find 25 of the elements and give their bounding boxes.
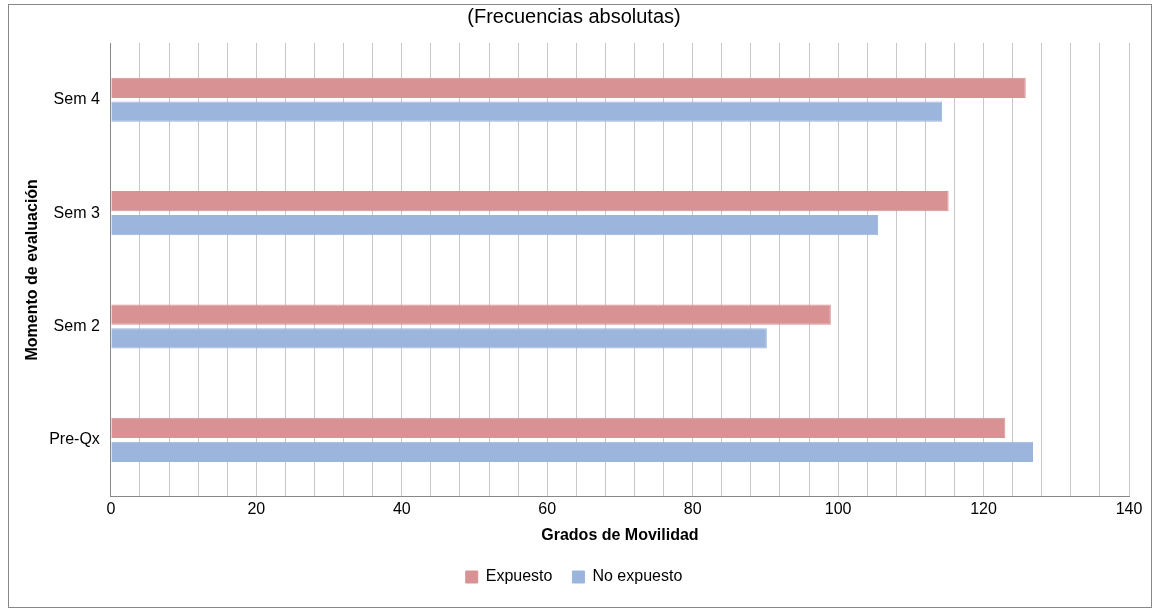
- x-tick-label: 140: [1115, 499, 1143, 517]
- y-tick-label: Sem 2: [53, 316, 100, 334]
- x-tick-label: 0: [106, 499, 116, 517]
- x-tick-label: 60: [538, 499, 557, 517]
- bar: [111, 77, 1026, 98]
- x-tick-label: 20: [247, 499, 266, 517]
- bar: [111, 417, 1006, 439]
- x-tick-label: 100: [824, 499, 852, 517]
- bar: [111, 441, 1034, 462]
- y-tick-label: Sem 3: [53, 203, 100, 221]
- y-axis-title: Momento de evaluación: [23, 179, 41, 361]
- x-tick-label: 40: [392, 499, 411, 517]
- y-tick-label: Sem 4: [53, 90, 100, 108]
- chart-title: (Frecuencias absolutas): [467, 4, 681, 27]
- x-tick-label: 80: [683, 499, 702, 517]
- bar: [111, 304, 831, 325]
- bar: [111, 214, 879, 236]
- y-tick-label: Pre-Qx: [49, 430, 100, 448]
- bar: [111, 191, 949, 212]
- x-tick-label: 120: [970, 499, 997, 517]
- bar: [111, 101, 943, 122]
- x-axis-title: Grados de Movilidad: [541, 525, 699, 543]
- bar: [111, 328, 767, 349]
- legend-label: Expuesto: [485, 567, 553, 585]
- legend-label: No expuesto: [592, 567, 683, 585]
